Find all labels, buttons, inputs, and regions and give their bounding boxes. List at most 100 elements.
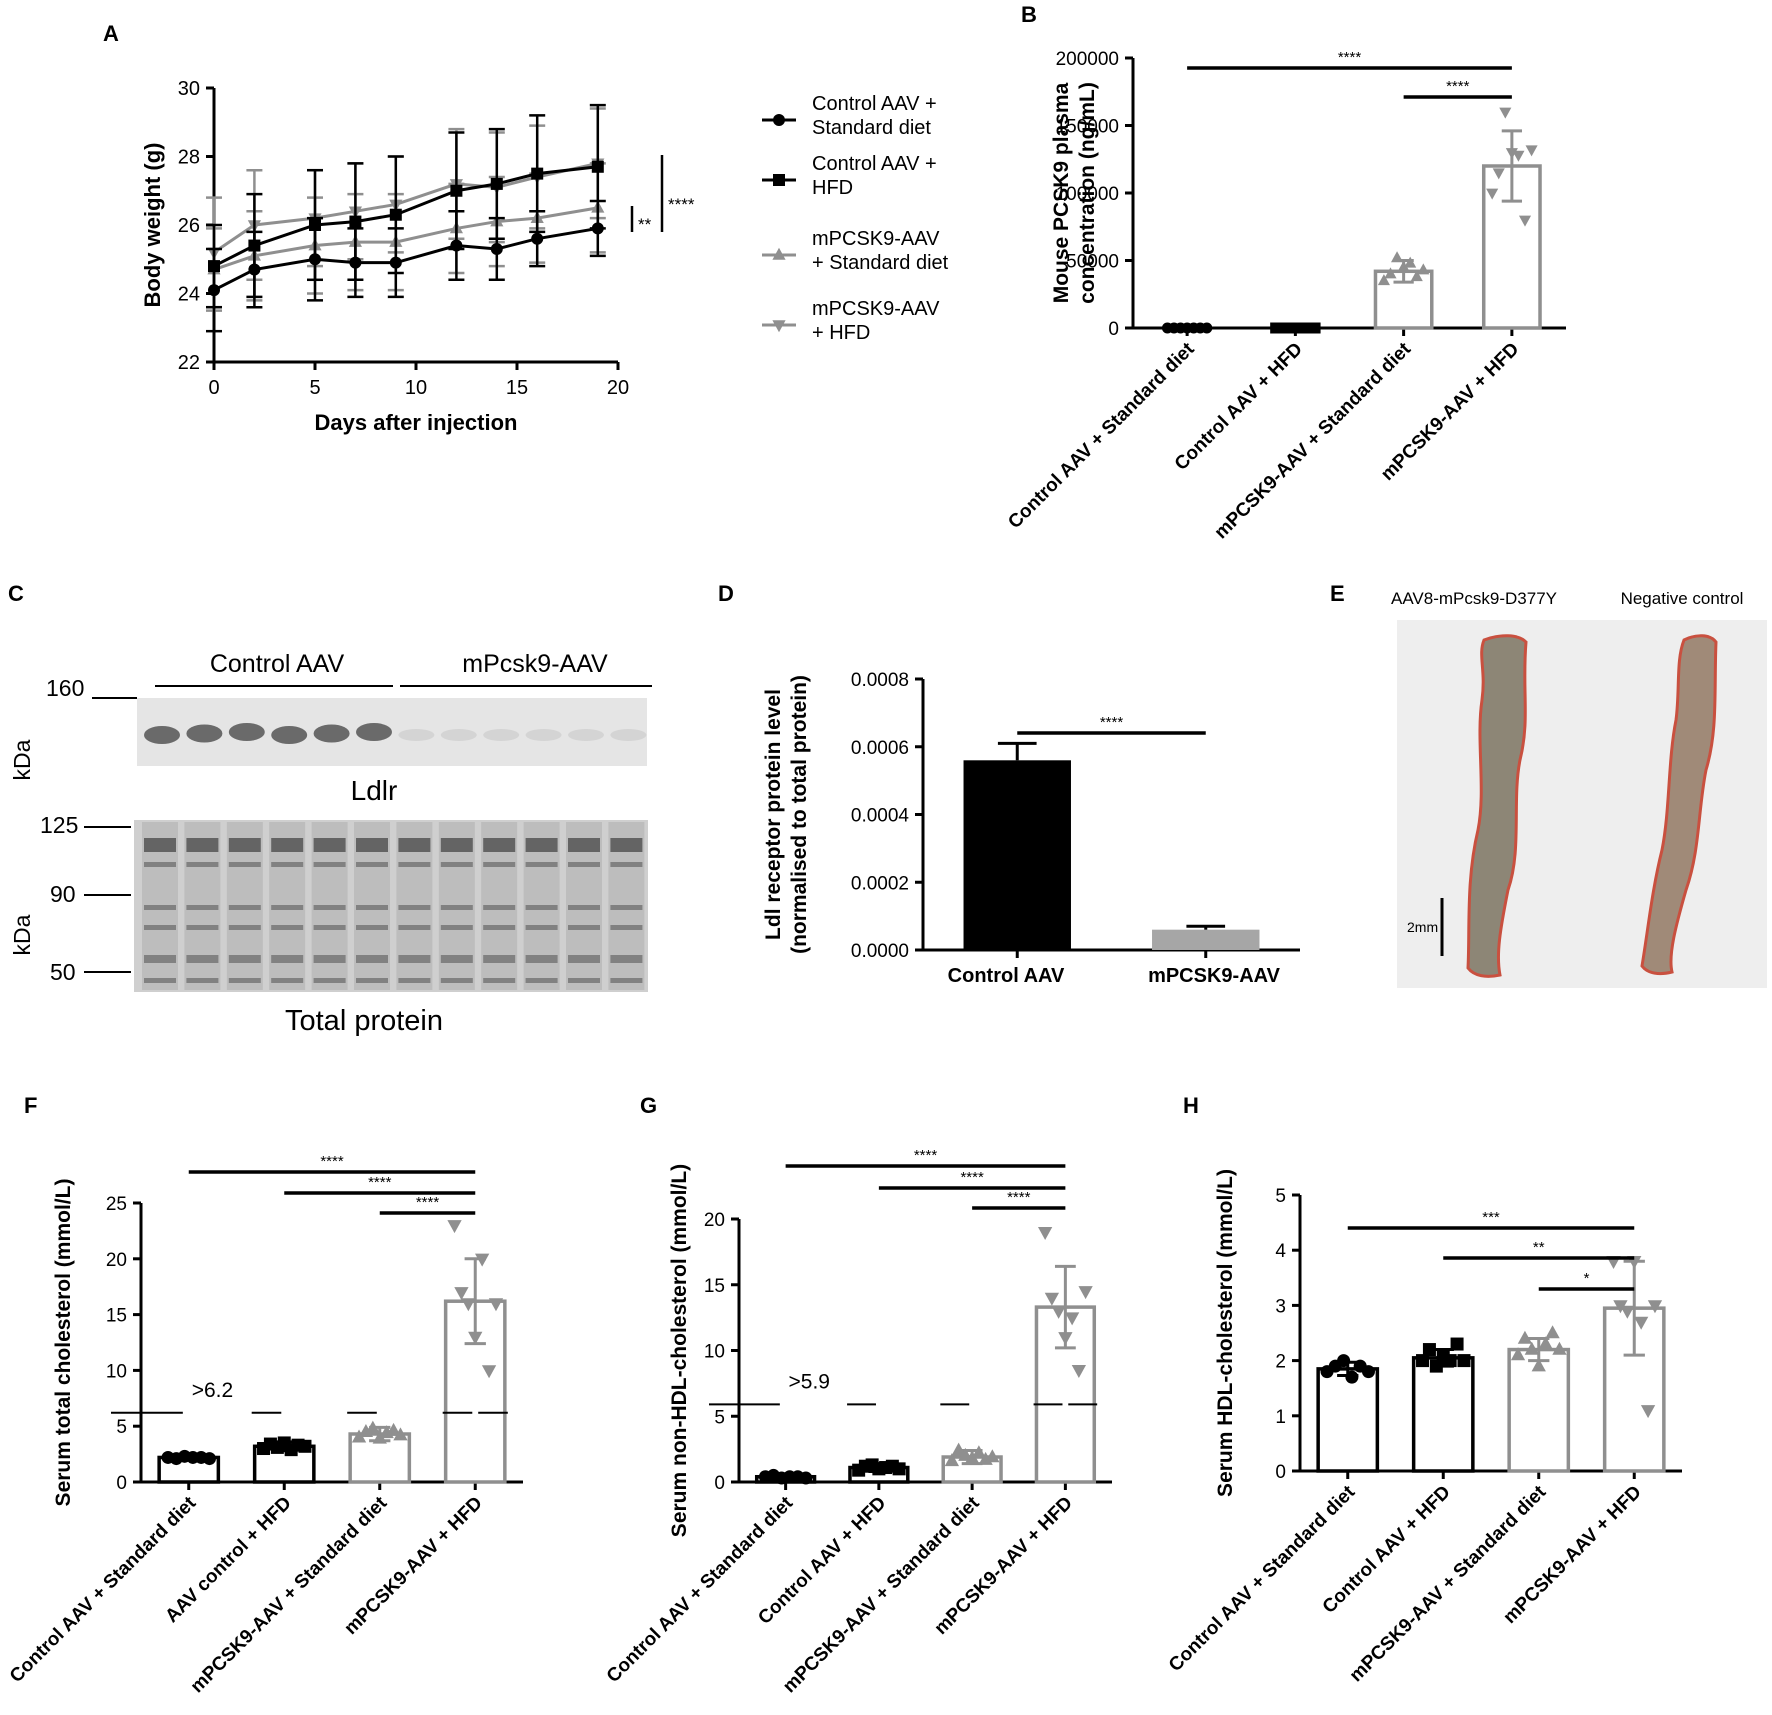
a-legend-label: Standard diet	[812, 117, 931, 139]
b-y-axis-title: concentration (ng/mL)	[1076, 82, 1099, 304]
protein-band	[525, 862, 558, 867]
protein-band	[356, 838, 388, 852]
protein-band	[568, 838, 600, 852]
ldlr-band	[271, 726, 308, 744]
f-data-point	[298, 1439, 312, 1453]
mw-50-label: 50	[50, 959, 76, 985]
ldlr-band	[568, 729, 604, 741]
a-data-point	[450, 184, 463, 197]
protein-band	[228, 955, 261, 963]
f-y-tick-label: 25	[106, 1194, 127, 1215]
h-bar	[1411, 1356, 1475, 1473]
protein-band	[271, 905, 304, 910]
f-data-point	[365, 1420, 380, 1434]
a-data-point	[208, 260, 220, 273]
ldlr-band	[313, 724, 350, 743]
protein-band	[525, 905, 558, 910]
chart-b-pcsk9-concentration: 0 50000 100000 150000 200000 Mouse PCSK9 plas…	[1004, 49, 1566, 543]
h-data-point	[1361, 1365, 1375, 1379]
b-data-point	[1201, 322, 1213, 334]
g-y-tick-label: 5	[714, 1407, 725, 1428]
b-y-axis-title: Mouse PCSK9 plasma	[1050, 82, 1073, 303]
b-category-label: Control AAV + Standard diet	[1004, 338, 1199, 533]
ldlr-label: Ldlr	[351, 775, 398, 806]
b-data-point	[1518, 215, 1532, 227]
f-y-tick-label: 0	[116, 1473, 127, 1494]
b-y-tick-label: 200000	[1056, 49, 1119, 70]
f-sig-label: ****	[416, 1194, 440, 1211]
protein-band	[144, 955, 176, 963]
a-series-1	[206, 103, 606, 309]
h-category-label: mPCSK9-AAV + Standard diet	[1346, 1481, 1551, 1686]
h-sig-label: *	[1584, 1270, 1590, 1287]
a-x-tick-label: 0	[208, 377, 219, 399]
a-data-point	[591, 160, 604, 173]
total-protein-lane	[311, 822, 348, 990]
chart-g-non-hdl-cholesterol: 0 5 10 15 20 Serum non-HDL-cholesterol (mmol/…	[603, 1147, 1112, 1697]
g-data-point	[1064, 1312, 1080, 1326]
protein-band	[144, 862, 176, 867]
g-y-tick-label: 20	[704, 1210, 725, 1231]
a-x-tick-label: 15	[506, 377, 528, 399]
h-y-tick-label: 1	[1275, 1407, 1286, 1428]
d-y-axis-title: (normalised to total protein)	[788, 675, 811, 954]
h-data-point	[1552, 1341, 1567, 1355]
h-data-point	[1538, 1336, 1553, 1350]
a-sig-label: **	[638, 215, 652, 234]
b-data-point	[1499, 107, 1512, 119]
a-data-point	[248, 239, 261, 252]
photo-right-label: Negative control	[1621, 589, 1744, 608]
g-data-point	[799, 1471, 813, 1485]
h-data-point	[1647, 1300, 1663, 1314]
b-data-point	[1281, 322, 1293, 334]
protein-band	[271, 978, 304, 983]
f-y-tick-label: 20	[106, 1250, 127, 1271]
protein-band	[440, 905, 473, 910]
chart-a-body-weight: 22 24 26 28 30 0 5 10 15 20 Days after injection Bo…	[140, 78, 949, 435]
a-x-tick-label: 5	[309, 377, 320, 399]
b-data-point	[1525, 145, 1538, 157]
f-data-point	[351, 1429, 367, 1443]
h-data-point	[1450, 1337, 1464, 1351]
scale-bar-label: 2mm	[1407, 919, 1438, 935]
protein-band	[568, 955, 600, 963]
total-protein-lane	[354, 822, 390, 990]
g-data-point	[944, 1453, 960, 1467]
a-data-point	[389, 208, 402, 221]
d-y-tick-label: 0.0000	[851, 941, 909, 962]
blot-group1-label: Control AAV	[210, 650, 345, 678]
d-y-tick-label: 0.0002	[851, 873, 909, 894]
protein-band	[525, 925, 558, 930]
total-protein-lane	[438, 822, 475, 990]
protein-band	[356, 955, 388, 963]
h-y-tick-label: 5	[1275, 1186, 1286, 1207]
panel-label-b: B	[1021, 2, 1037, 27]
protein-band	[610, 978, 643, 983]
f-data-point	[393, 1427, 408, 1441]
protein-band	[525, 955, 558, 963]
h-y-tick-label: 2	[1275, 1352, 1286, 1373]
panel-label-g: G	[640, 1093, 657, 1118]
f-y-tick-label: 10	[106, 1361, 127, 1382]
protein-band	[568, 978, 600, 983]
h-data-point	[1531, 1358, 1546, 1372]
protein-band	[610, 955, 643, 963]
protein-band	[483, 978, 516, 983]
h-data-point	[1457, 1354, 1471, 1368]
h-category-label: Control AAV + Standard diet	[1165, 1481, 1360, 1676]
ldlr-band	[186, 724, 223, 743]
protein-band	[440, 925, 473, 930]
protein-band	[313, 838, 346, 852]
a-x-tick-label: 20	[607, 377, 629, 399]
protein-band	[440, 862, 473, 867]
h-data-point	[1422, 1343, 1436, 1357]
b-data-point	[1298, 322, 1310, 334]
ldlr-band	[144, 726, 180, 744]
f-data-point	[468, 1331, 483, 1345]
g-threshold-label: >5.9	[789, 1370, 830, 1393]
protein-band	[398, 978, 431, 983]
western-blot-panel: Control AAV mPcsk9-AAV 160 kDa Ldlr 125 …	[9, 650, 652, 1037]
protein-band	[186, 905, 219, 910]
g-y-axis-title: Serum non-HDL-cholesterol (mmol/L)	[668, 1164, 691, 1537]
